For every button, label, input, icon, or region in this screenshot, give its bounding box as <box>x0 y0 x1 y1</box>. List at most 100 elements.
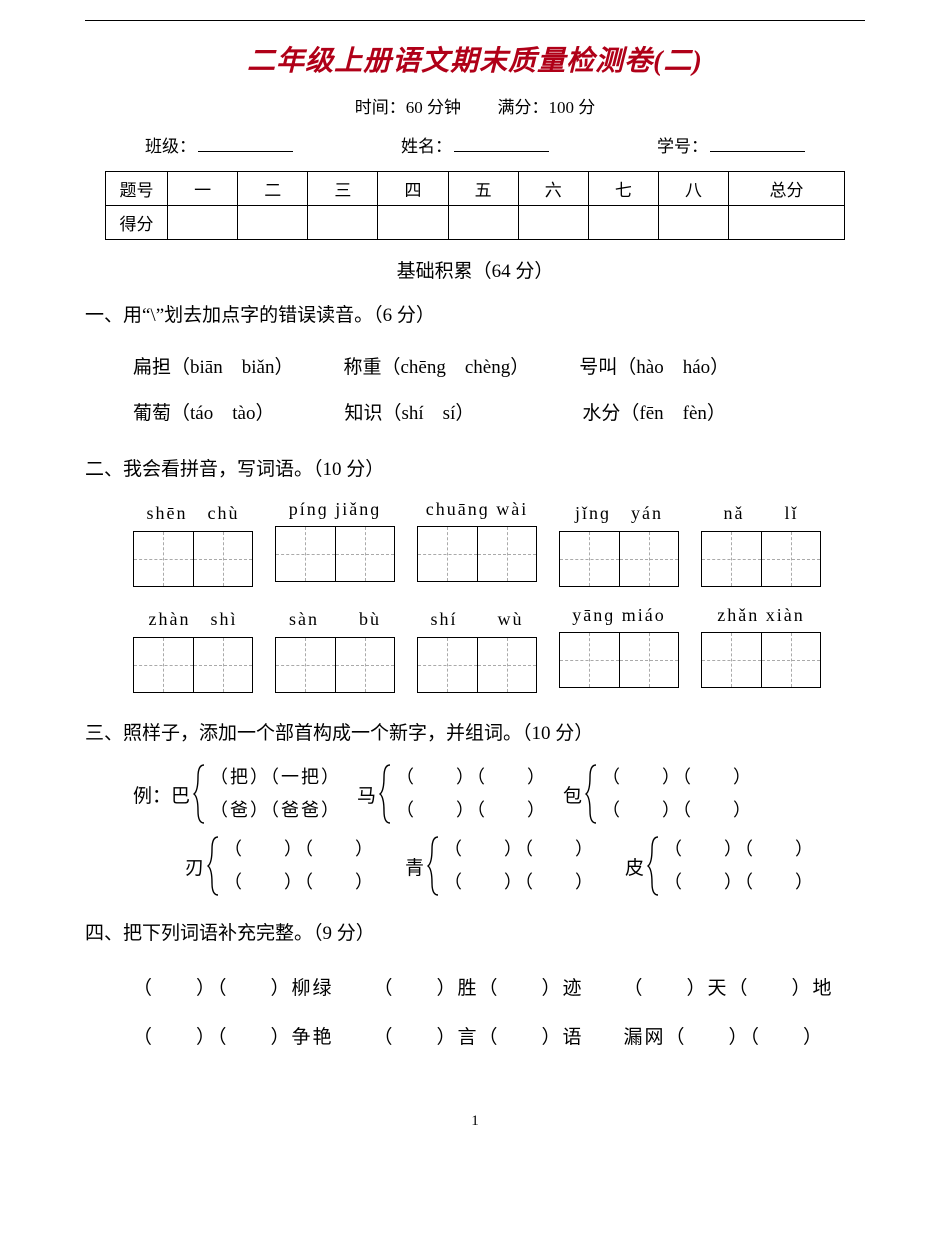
q2-head: 二、我会看拼音，写词语。（10 分） <box>85 455 865 485</box>
char-box-pair[interactable] <box>417 526 537 582</box>
q1-item: 知识（shí sí） <box>344 391 474 437</box>
slot[interactable]: （ ）（ ） <box>602 798 753 823</box>
col-cell: 五 <box>448 172 518 206</box>
q4-line1: （ ）（ ）柳绿 （ ）胜（ ）迹 （ ）天（ ）地 <box>133 964 865 1013</box>
pinyin-group: zhǎn xiàn <box>701 605 821 693</box>
q3-head: 三、照样子，添加一个部首构成一个新字，并组词。（10 分） <box>85 719 865 749</box>
col-cell: 一 <box>168 172 238 206</box>
name-label: 姓名： <box>401 137 452 156</box>
example-bot: （爸）（爸爸） <box>210 798 341 823</box>
time-label: 时间： <box>355 98 406 117</box>
time-value: 60 分钟 <box>406 98 461 117</box>
q3-row2: 刃 （ ）（ ） （ ）（ ） 青 （ ）（ ） （ ）（ ） 皮 （ ）（ ）… <box>185 835 865 897</box>
q2-row2: zhàn shì sàn bù shí wù yānɡ miáo zhǎn xi… <box>133 605 865 693</box>
brace-icon <box>426 835 442 897</box>
brace-icon <box>192 763 208 825</box>
id-blank[interactable] <box>710 135 805 152</box>
q4-item[interactable]: （ ）（ ）柳绿 <box>133 964 334 1013</box>
slot[interactable]: （ ）（ ） <box>444 837 595 862</box>
slot[interactable]: （ ）（ ） <box>664 837 815 862</box>
score-cell[interactable] <box>588 206 658 240</box>
row1-label: 题号 <box>106 172 168 206</box>
score-cell[interactable] <box>238 206 308 240</box>
char-box-pair[interactable] <box>559 531 679 587</box>
score-cell[interactable] <box>308 206 378 240</box>
brace-icon <box>646 835 662 897</box>
pinyin-group: chuānɡ wài <box>417 499 537 587</box>
pinyin-group: sàn bù <box>275 605 395 693</box>
brace-icon <box>378 763 394 825</box>
char-box-pair[interactable] <box>559 632 679 688</box>
q1-head: 一、用“\”划去加点字的错误读音。（6 分） <box>85 301 865 331</box>
brace-group: 包 （ ）（ ） （ ）（ ） <box>563 763 753 825</box>
row2-label: 得分 <box>106 206 168 240</box>
brace-group: 皮 （ ）（ ） （ ）（ ） <box>625 835 815 897</box>
brace-group: 刃 （ ）（ ） （ ）（ ） <box>185 835 375 897</box>
class-blank[interactable] <box>198 135 293 152</box>
q1-item: 称重（chēng chèng） <box>343 345 529 391</box>
page-title: 二年级上册语文期末质量检测卷(二) <box>85 39 865 79</box>
col-cell: 七 <box>588 172 658 206</box>
slot[interactable]: （ ）（ ） <box>224 837 375 862</box>
subtitle: 时间：60 分钟 满分：100 分 <box>85 93 865 118</box>
q4-head: 四、把下列词语补充完整。（9 分） <box>85 919 865 949</box>
brace-group: 青 （ ）（ ） （ ）（ ） <box>405 835 595 897</box>
q4-item[interactable]: （ ）（ ）争艳 <box>133 1013 334 1062</box>
col-cell: 四 <box>378 172 448 206</box>
char-box-pair[interactable] <box>133 637 253 693</box>
q4-item[interactable]: （ ）胜（ ）迹 <box>374 964 584 1013</box>
q1-item: 号叫（hào háo） <box>579 345 729 391</box>
brace-icon <box>206 835 222 897</box>
brace-group: 例：巴 （把）（一把） （爸）（爸爸） <box>133 763 341 825</box>
col-cell: 总分 <box>729 172 845 206</box>
char-box-pair[interactable] <box>275 637 395 693</box>
col-cell: 三 <box>308 172 378 206</box>
q1-body: 扁担（biān biǎn） 称重（chēng chèng） 号叫（hào háo… <box>133 345 865 436</box>
score-cell[interactable] <box>729 206 845 240</box>
pinyin-group: yānɡ miáo <box>559 605 679 693</box>
slot[interactable]: （ ）（ ） <box>396 765 547 790</box>
char-box-pair[interactable] <box>133 531 253 587</box>
class-label: 班级： <box>145 137 196 156</box>
score-cell[interactable] <box>378 206 448 240</box>
q4-item[interactable]: （ ）天（ ）地 <box>624 964 834 1013</box>
brace-group: 马 （ ）（ ） （ ）（ ） <box>357 763 547 825</box>
q1-item: 扁担（biān biǎn） <box>133 345 293 391</box>
example-top: （把）（一把） <box>210 765 341 790</box>
pinyin-group: shí wù <box>417 605 537 693</box>
char-box-pair[interactable] <box>701 531 821 587</box>
q1-item: 水分（fēn fèn） <box>582 391 726 437</box>
col-cell: 二 <box>238 172 308 206</box>
score-cell[interactable] <box>658 206 728 240</box>
name-blank[interactable] <box>454 135 549 152</box>
q4-item[interactable]: （ ）言（ ）语 <box>374 1013 584 1062</box>
pinyin-group: zhàn shì <box>133 605 253 693</box>
char-box-pair[interactable] <box>417 637 537 693</box>
slot[interactable]: （ ）（ ） <box>602 765 753 790</box>
slot[interactable]: （ ）（ ） <box>396 798 547 823</box>
score-table: 题号 一 二 三 四 五 六 七 八 总分 得分 <box>105 171 845 240</box>
section-label: 基础积累（64 分） <box>85 256 865 283</box>
score-cell[interactable] <box>448 206 518 240</box>
char-box-pair[interactable] <box>275 526 395 582</box>
col-cell: 八 <box>658 172 728 206</box>
q4-line2: （ ）（ ）争艳 （ ）言（ ）语 漏网（ ）（ ） <box>133 1013 865 1062</box>
page-number: 1 <box>85 1113 865 1130</box>
info-line: 班级： 姓名： 学号： <box>125 132 825 157</box>
char-box-pair[interactable] <box>701 632 821 688</box>
q1-item: 葡萄（táo tào） <box>133 391 274 437</box>
col-cell: 六 <box>518 172 588 206</box>
example-label: 例：巴 <box>133 781 190 808</box>
brace-icon <box>584 763 600 825</box>
id-label: 学号： <box>657 137 708 156</box>
full-label: 满分： <box>498 98 549 117</box>
score-cell[interactable] <box>168 206 238 240</box>
table-row: 题号 一 二 三 四 五 六 七 八 总分 <box>106 172 845 206</box>
pinyin-group: nǎ lǐ <box>701 499 821 587</box>
slot[interactable]: （ ）（ ） <box>664 870 815 895</box>
q4-item[interactable]: 漏网（ ）（ ） <box>624 1013 825 1062</box>
slot[interactable]: （ ）（ ） <box>224 870 375 895</box>
slot[interactable]: （ ）（ ） <box>444 870 595 895</box>
pinyin-group: shēn chù <box>133 499 253 587</box>
score-cell[interactable] <box>518 206 588 240</box>
